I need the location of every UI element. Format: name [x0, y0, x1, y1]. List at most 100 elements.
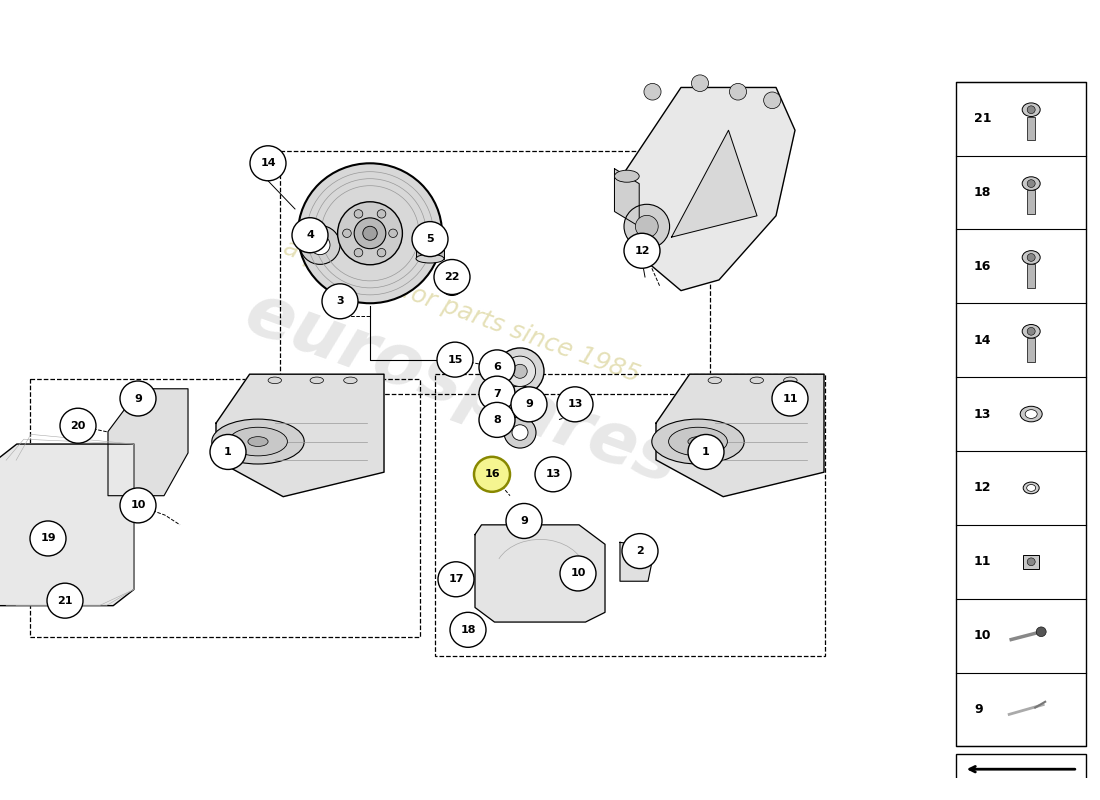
Bar — [280, 150, 710, 394]
Ellipse shape — [342, 229, 351, 238]
Ellipse shape — [688, 437, 708, 446]
Polygon shape — [0, 444, 134, 606]
Circle shape — [505, 356, 536, 386]
Circle shape — [1027, 558, 1035, 566]
Circle shape — [478, 402, 515, 438]
Circle shape — [513, 364, 527, 378]
Polygon shape — [216, 374, 384, 497]
Ellipse shape — [354, 249, 363, 257]
Text: a passion for parts since 1985: a passion for parts since 1985 — [280, 235, 644, 387]
Ellipse shape — [377, 210, 386, 218]
Circle shape — [624, 234, 660, 268]
Text: 4: 4 — [306, 230, 313, 240]
Circle shape — [120, 381, 156, 416]
Circle shape — [298, 163, 442, 303]
Circle shape — [636, 215, 658, 238]
Circle shape — [512, 387, 547, 422]
Ellipse shape — [343, 377, 358, 383]
Text: 13: 13 — [546, 470, 561, 479]
Circle shape — [412, 222, 448, 257]
Circle shape — [363, 226, 377, 240]
Ellipse shape — [416, 239, 444, 248]
Ellipse shape — [652, 419, 745, 464]
Text: 16: 16 — [484, 470, 499, 479]
Ellipse shape — [248, 437, 268, 446]
Circle shape — [496, 348, 544, 394]
Circle shape — [512, 425, 528, 440]
Text: 1: 1 — [224, 447, 232, 457]
Text: 11: 11 — [974, 555, 991, 568]
Ellipse shape — [750, 377, 763, 383]
Bar — [1027, 190, 1035, 214]
Text: 10: 10 — [130, 501, 145, 510]
Ellipse shape — [615, 170, 639, 182]
Circle shape — [729, 83, 747, 100]
Circle shape — [502, 386, 538, 421]
Circle shape — [504, 417, 536, 448]
Text: 19: 19 — [41, 534, 56, 543]
Polygon shape — [671, 130, 757, 237]
Circle shape — [763, 92, 781, 109]
Circle shape — [624, 204, 670, 249]
Polygon shape — [108, 389, 188, 496]
Text: 5: 5 — [426, 234, 433, 244]
Circle shape — [560, 556, 596, 591]
Circle shape — [478, 376, 515, 411]
Text: 12: 12 — [635, 246, 650, 256]
Circle shape — [354, 218, 386, 249]
Ellipse shape — [669, 427, 727, 456]
Circle shape — [478, 350, 515, 385]
Bar — [434, 374, 825, 656]
Ellipse shape — [377, 249, 386, 257]
Polygon shape — [656, 374, 824, 497]
Ellipse shape — [1022, 325, 1041, 338]
Text: 16: 16 — [974, 260, 991, 273]
Circle shape — [506, 503, 542, 538]
Circle shape — [688, 434, 724, 470]
Circle shape — [292, 218, 328, 253]
Text: 21: 21 — [974, 112, 991, 125]
Bar — [956, 754, 1086, 784]
Polygon shape — [624, 87, 795, 290]
Bar — [416, 244, 444, 258]
Circle shape — [446, 278, 458, 290]
Circle shape — [437, 342, 473, 377]
Circle shape — [621, 534, 658, 569]
Circle shape — [250, 146, 286, 181]
Text: 8: 8 — [493, 415, 500, 425]
Bar — [956, 784, 1086, 800]
Circle shape — [557, 387, 593, 422]
Ellipse shape — [783, 377, 798, 383]
Circle shape — [210, 434, 246, 470]
Ellipse shape — [1023, 482, 1040, 494]
Circle shape — [1027, 327, 1035, 335]
Text: 3: 3 — [337, 296, 344, 306]
Text: 21: 21 — [57, 596, 73, 606]
Text: 9: 9 — [525, 399, 532, 410]
Circle shape — [322, 284, 358, 319]
Text: 6: 6 — [493, 362, 500, 372]
Circle shape — [47, 583, 82, 618]
Circle shape — [438, 562, 474, 597]
Text: 145 02: 145 02 — [991, 789, 1050, 800]
Text: 1: 1 — [702, 447, 710, 457]
Bar — [1027, 117, 1035, 140]
Ellipse shape — [708, 377, 722, 383]
Circle shape — [692, 75, 708, 91]
Text: 17: 17 — [449, 574, 464, 584]
Text: 12: 12 — [974, 482, 991, 494]
Ellipse shape — [1025, 410, 1037, 418]
Circle shape — [1027, 180, 1035, 187]
Bar — [30, 379, 420, 637]
Ellipse shape — [229, 427, 287, 456]
Ellipse shape — [1020, 406, 1042, 422]
Text: 13: 13 — [974, 407, 991, 421]
Circle shape — [120, 488, 156, 523]
Text: 18: 18 — [460, 625, 475, 635]
Text: 2: 2 — [636, 546, 644, 556]
Polygon shape — [620, 542, 652, 582]
Ellipse shape — [1026, 485, 1036, 491]
Circle shape — [474, 457, 510, 492]
Circle shape — [60, 408, 96, 443]
Ellipse shape — [268, 377, 282, 383]
